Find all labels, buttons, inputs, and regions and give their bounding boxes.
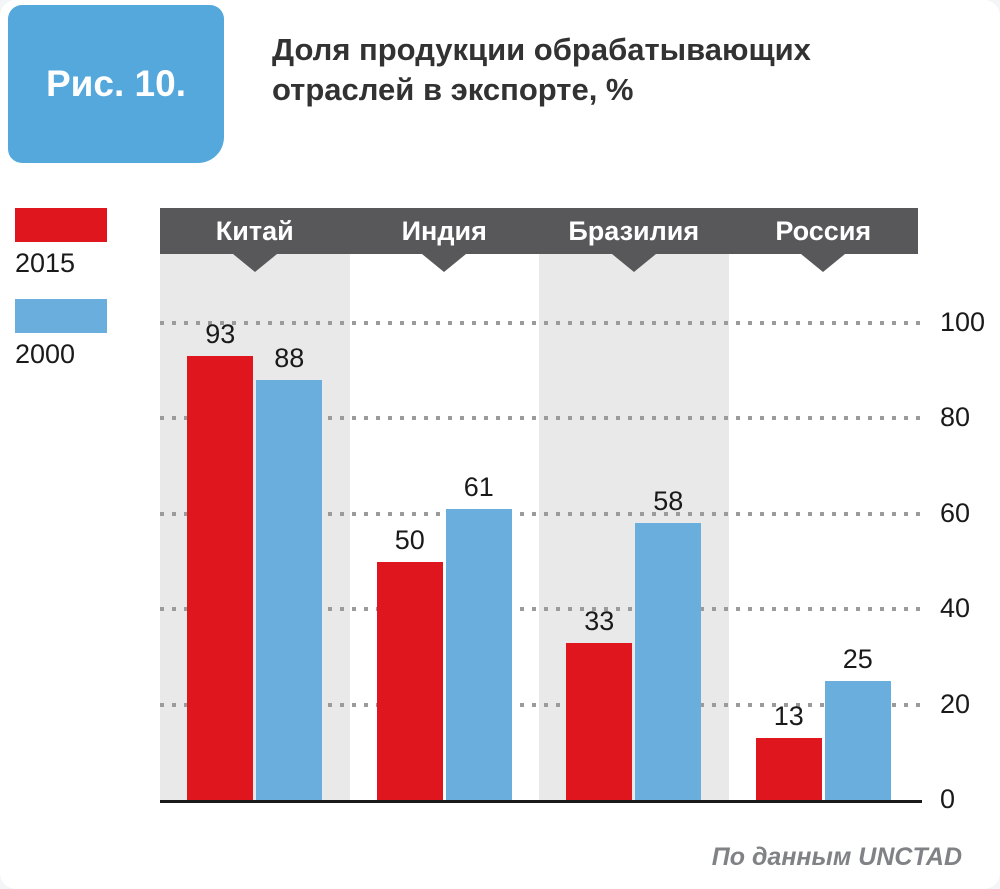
bar-value-2015-Китай: 93 xyxy=(205,319,236,350)
bar-2000-Индия xyxy=(445,509,512,800)
category-notch-Индия xyxy=(422,254,467,272)
figure-title: Доля продукции обрабатывающих отраслей в… xyxy=(272,32,811,108)
legend-swatch-2015 xyxy=(15,208,107,242)
figure-number: Рис. 10. xyxy=(46,63,186,104)
y-tick-20: 20 xyxy=(940,688,971,719)
legend-swatch-2000 xyxy=(15,299,107,333)
bar-value-2000-Россия: 25 xyxy=(842,643,873,674)
y-tick-100: 100 xyxy=(940,307,986,337)
gridline-80 xyxy=(160,416,922,421)
bar-value-2015-Индия: 50 xyxy=(394,524,425,555)
gridline-60 xyxy=(160,511,922,516)
gridline-20 xyxy=(160,702,922,707)
category-label-Индия: Индия xyxy=(401,215,487,246)
category-notch-Россия xyxy=(801,254,846,272)
bar-value-2000-Китай: 88 xyxy=(274,343,305,374)
category-label-Китай: Китай xyxy=(215,215,294,246)
legend-label-2015: 2015 xyxy=(15,248,76,278)
y-tick-40: 40 xyxy=(940,593,971,624)
category-notch-Китай xyxy=(232,254,277,272)
gridline-40 xyxy=(160,607,922,612)
category-label-Бразилия: Бразилия xyxy=(568,215,700,246)
y-tick-80: 80 xyxy=(940,402,971,433)
bar-2015-Бразилия xyxy=(566,642,633,800)
bar-2015-Россия xyxy=(755,737,822,800)
bar-value-2015-Бразилия: 33 xyxy=(584,605,615,636)
y-tick-0: 0 xyxy=(940,784,956,814)
bar-value-2015-Россия: 13 xyxy=(773,700,804,731)
category-label-Россия: Россия xyxy=(775,215,872,246)
category-header-bar: Китай Индия Бразилия Россия xyxy=(160,208,918,254)
bar-2000-Россия xyxy=(824,680,891,800)
source-note: По данным UNCTAD xyxy=(711,843,962,871)
legend-label-2000: 2000 xyxy=(15,339,76,369)
gridline-100 xyxy=(160,321,922,325)
bar-2015-Индия xyxy=(376,561,443,800)
bar-2015-Китай xyxy=(187,356,254,800)
bar-2000-Китай xyxy=(256,380,323,800)
bar-value-2000-Индия: 61 xyxy=(463,472,494,503)
category-notch-Бразилия xyxy=(611,254,656,272)
bar-value-2000-Бразилия: 58 xyxy=(653,486,684,517)
chart-legend: 2015 2000 xyxy=(15,208,145,390)
x-axis-line xyxy=(160,800,922,803)
figure-number-badge: Рис. 10. xyxy=(8,5,224,163)
bar-2000-Бразилия xyxy=(635,523,702,800)
y-tick-60: 60 xyxy=(940,497,971,528)
